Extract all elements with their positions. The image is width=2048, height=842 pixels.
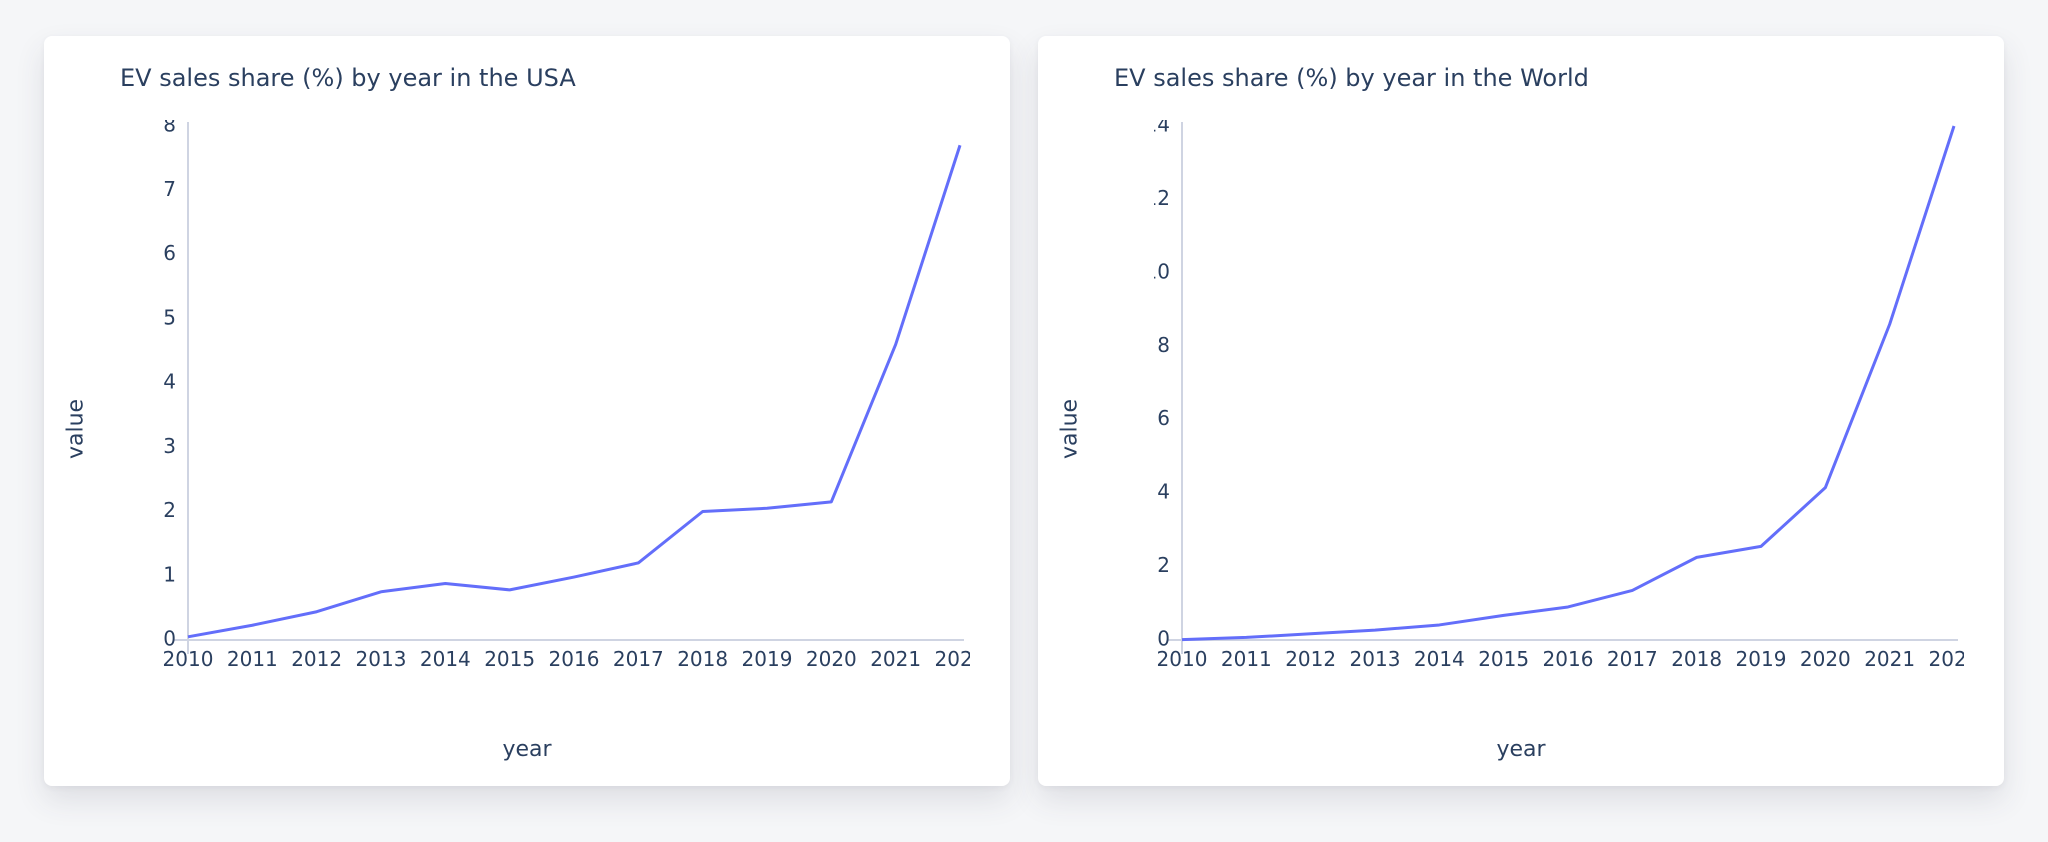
y-axis-title: value [1058,399,1083,459]
x-tick-label: 2019 [742,647,793,671]
x-tick-label: 2018 [1671,647,1722,671]
y-tick-label: 6 [1157,406,1170,430]
y-axis-title: value [64,399,89,459]
y-tick-label: 2 [1157,553,1170,577]
x-tick-label: 2012 [1285,647,1336,671]
chart-title: EV sales share (%) by year in the USA [120,64,990,92]
x-tick-label: 2021 [870,647,921,671]
x-tick-label: 2010 [1157,647,1208,671]
x-tick-label: 2017 [613,647,664,671]
y-tick-label: 10 [1154,259,1170,283]
y-tick-label: 6 [163,241,176,265]
x-tick-label: 2014 [1414,647,1465,671]
plot-area: 0123456782010201120122013201420152016201… [160,120,970,674]
x-tick-label: 2015 [484,647,535,671]
x-tick-label: 2011 [227,647,278,671]
x-tick-label: 2014 [420,647,471,671]
y-tick-label: 5 [163,305,176,329]
x-tick-label: 2010 [163,647,214,671]
charts-row: EV sales share (%) by year in the USA va… [0,0,2048,842]
x-tick-label: 2022 [1929,647,1964,671]
x-tick-label: 2017 [1607,647,1658,671]
x-tick-label: 2013 [356,647,407,671]
chart-title: EV sales share (%) by year in the World [1114,64,1984,92]
x-axis-title: year [64,737,990,762]
x-axis-title: year [1058,737,1984,762]
x-tick-label: 2019 [1736,647,1787,671]
y-tick-label: 12 [1154,186,1170,210]
x-tick-label: 2013 [1350,647,1401,671]
x-tick-label: 2012 [291,647,342,671]
x-tick-label: 2015 [1478,647,1529,671]
y-tick-label: 3 [163,434,176,458]
y-tick-label: 8 [1157,333,1170,357]
chart-body: value 0123456782010201120122013201420152… [64,100,990,758]
chart-svg: 0123456782010201120122013201420152016201… [160,120,970,674]
y-tick-label: 4 [163,370,176,394]
chart-card-usa: EV sales share (%) by year in the USA va… [44,36,1010,786]
x-tick-label: 2016 [549,647,600,671]
plot-area: 0246810121420102011201220132014201520162… [1154,120,1964,674]
chart-body: value 0246810121420102011201220132014201… [1058,100,1984,758]
x-tick-label: 2021 [1864,647,1915,671]
y-tick-label: 2 [163,498,176,522]
y-tick-label: 14 [1154,120,1170,137]
x-tick-label: 2020 [1800,647,1851,671]
y-tick-label: 7 [163,177,176,201]
line-series [1182,126,1954,640]
chart-card-world: EV sales share (%) by year in the World … [1038,36,2004,786]
y-tick-label: 4 [1157,480,1170,504]
line-series [188,145,960,637]
x-tick-label: 2020 [806,647,857,671]
x-tick-label: 2022 [935,647,970,671]
x-tick-label: 2018 [677,647,728,671]
x-tick-label: 2016 [1543,647,1594,671]
y-tick-label: 1 [163,562,176,586]
x-tick-label: 2011 [1221,647,1272,671]
chart-svg: 0246810121420102011201220132014201520162… [1154,120,1964,674]
y-tick-label: 8 [163,120,176,137]
